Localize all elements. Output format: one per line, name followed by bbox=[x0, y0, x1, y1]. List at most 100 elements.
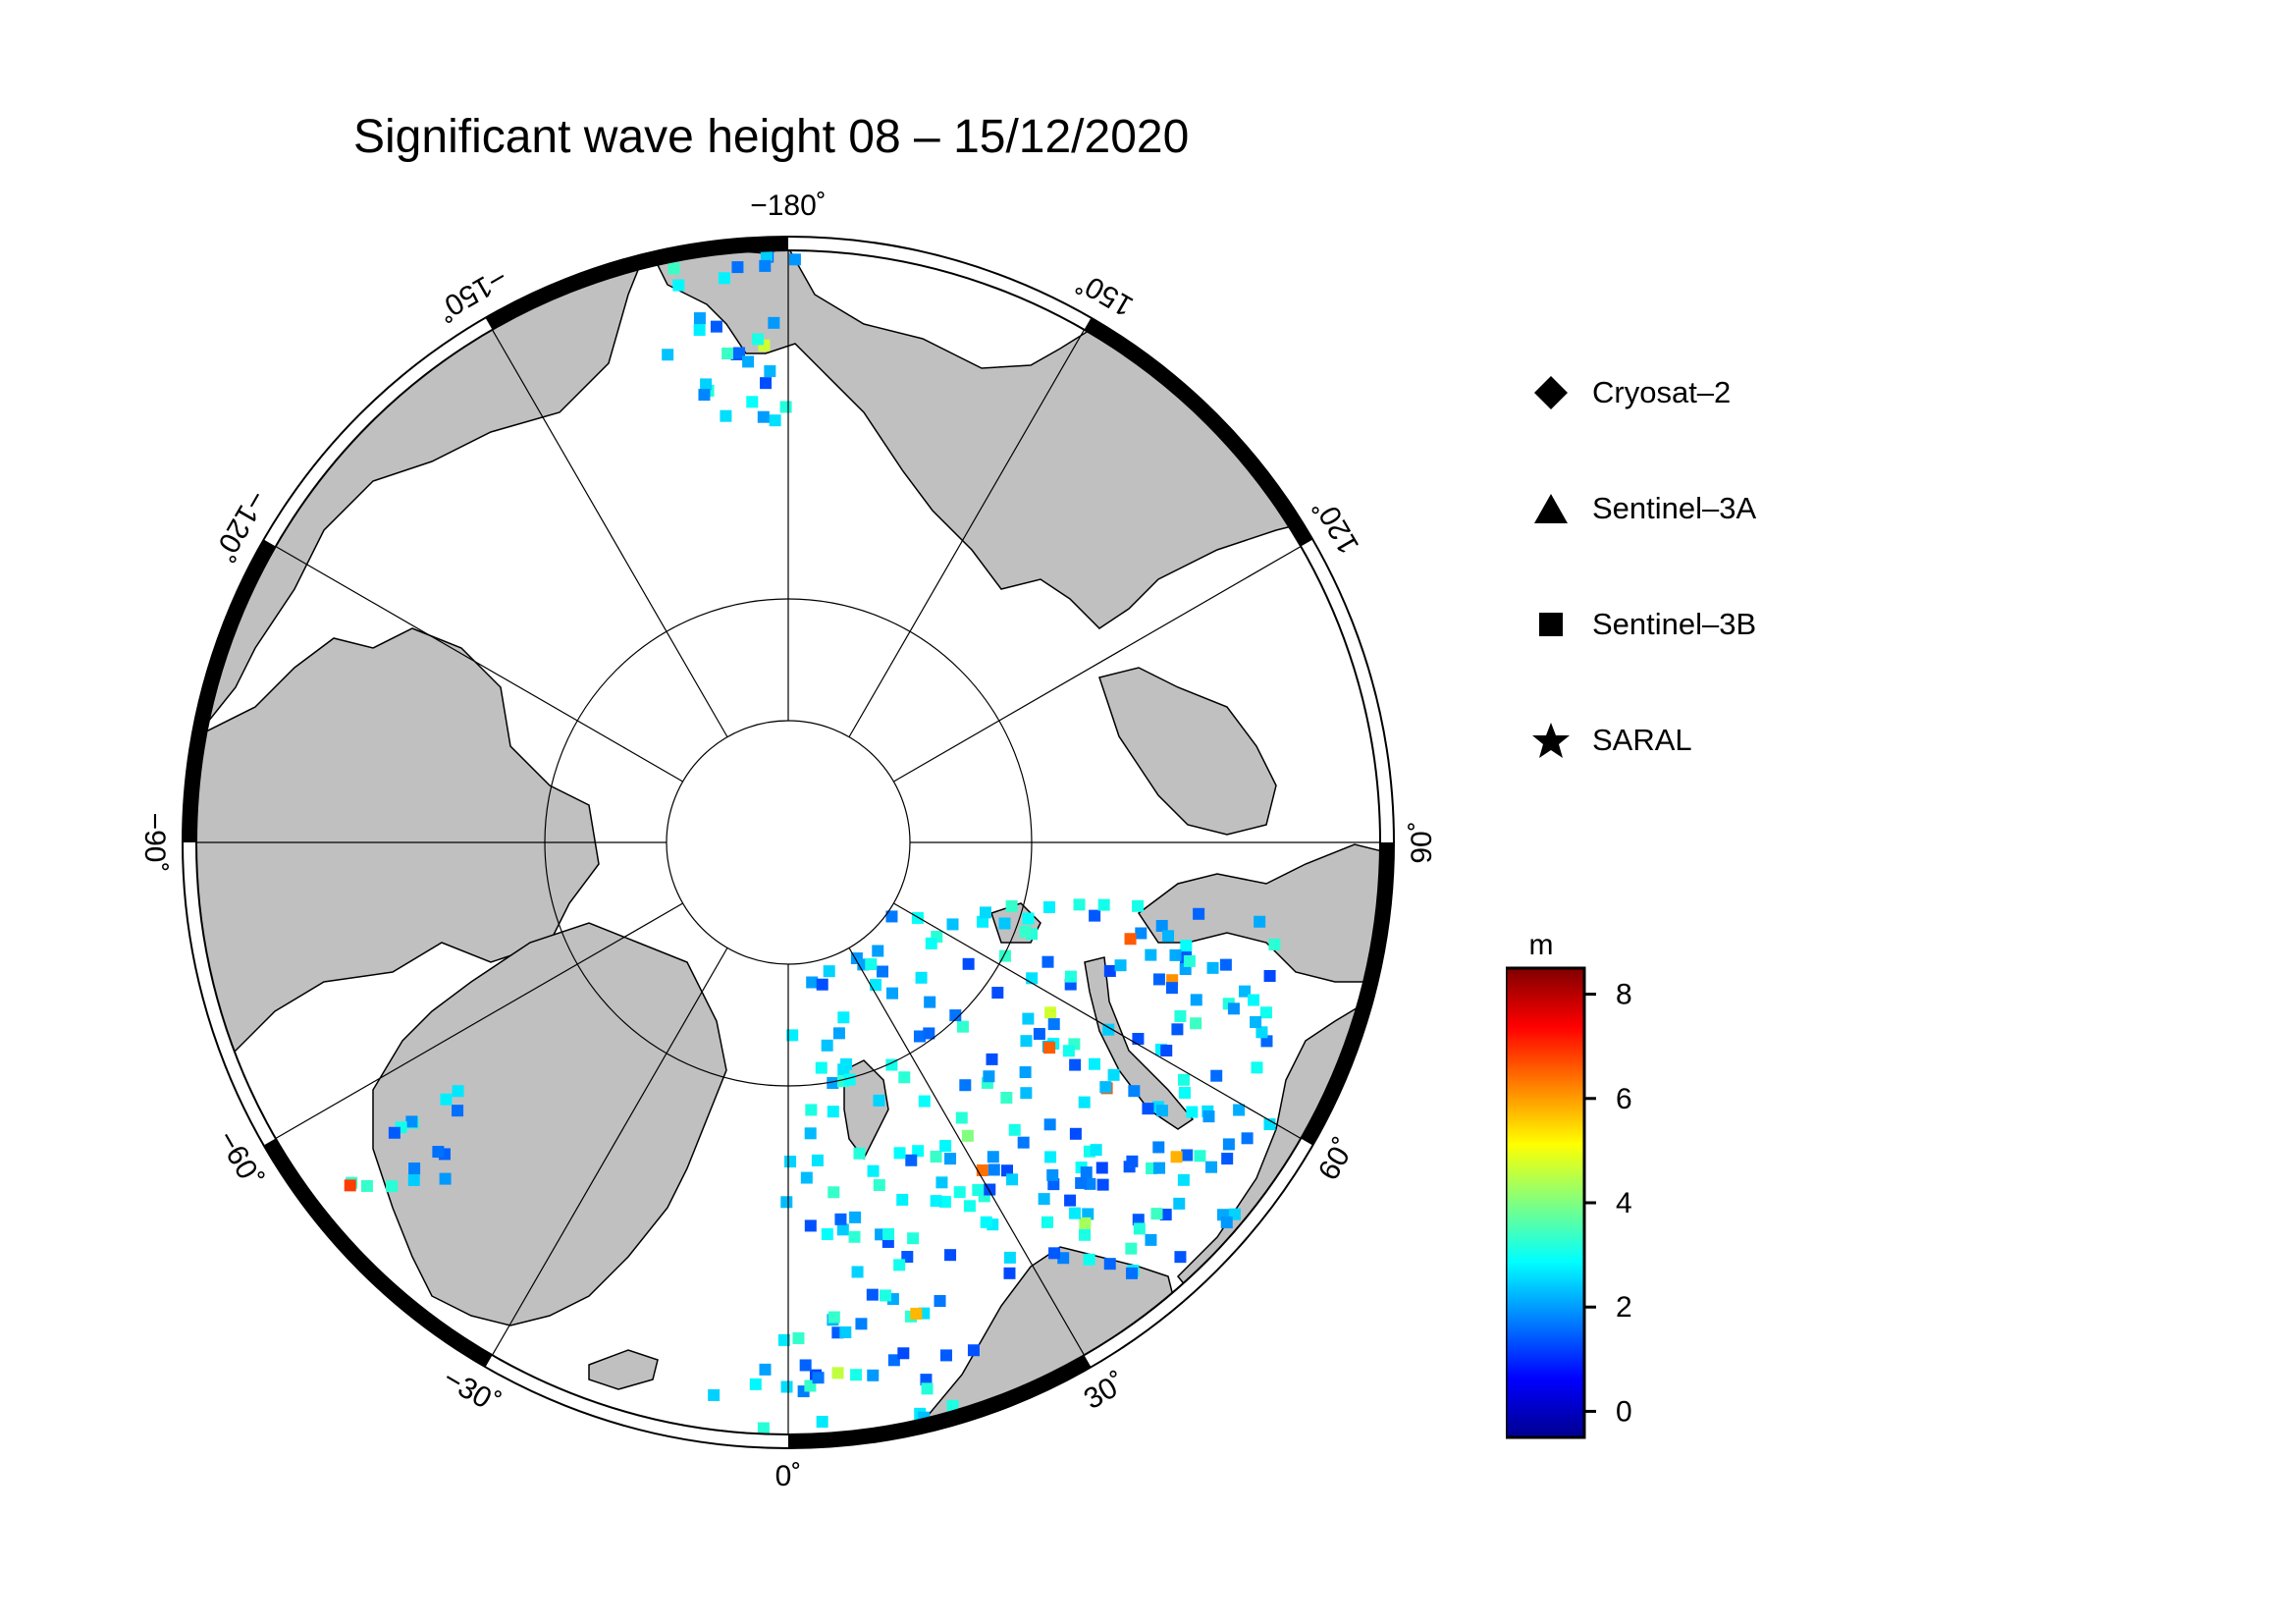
observation-mark bbox=[832, 1027, 845, 1040]
observation-mark bbox=[866, 1288, 879, 1301]
observation-mark bbox=[1089, 909, 1101, 922]
observation-mark bbox=[1064, 1194, 1077, 1207]
observation-mark bbox=[693, 312, 706, 325]
observation-mark bbox=[956, 1020, 969, 1033]
meridian-lines bbox=[196, 250, 1380, 1434]
observation-mark bbox=[1019, 1066, 1032, 1079]
colorbar-gradient bbox=[1506, 966, 1586, 1439]
observation-mark bbox=[946, 1399, 959, 1412]
observation-mark bbox=[1173, 1197, 1186, 1210]
observation-mark bbox=[742, 355, 755, 368]
observation-mark bbox=[1103, 1258, 1116, 1271]
longitude-label: 120˚ bbox=[1308, 492, 1366, 560]
observation-mark bbox=[408, 1162, 421, 1174]
observation-mark bbox=[1169, 948, 1182, 961]
observation-mark bbox=[1248, 994, 1260, 1006]
colorbar-tick-label: 4 bbox=[1616, 1187, 1632, 1219]
observation-mark bbox=[1057, 1252, 1070, 1265]
observation-mark bbox=[983, 1070, 995, 1083]
legend-label: Cryosat–2 bbox=[1592, 375, 1732, 409]
observation-mark bbox=[1190, 1017, 1202, 1030]
observation-mark bbox=[1047, 1018, 1060, 1031]
observation-mark bbox=[708, 1388, 721, 1401]
observation-mark bbox=[1205, 1161, 1218, 1173]
observation-mark bbox=[746, 396, 759, 408]
colorbar-tick-label: 6 bbox=[1616, 1083, 1632, 1115]
observation-mark bbox=[988, 1163, 1000, 1176]
observation-mark bbox=[855, 1318, 868, 1330]
observation-mark bbox=[786, 1029, 799, 1042]
landmass-siberia-right bbox=[1137, 843, 1380, 983]
observation-mark bbox=[918, 1095, 931, 1108]
landmass-iceland bbox=[588, 1349, 659, 1390]
observation-mark bbox=[1042, 900, 1055, 913]
polar-map: −180˚150˚120˚90˚60˚30˚0˚−30˚−60˚−90˚−120… bbox=[138, 189, 1438, 1492]
observation-mark bbox=[911, 911, 924, 924]
observation-mark bbox=[1096, 1178, 1109, 1191]
observation-mark bbox=[1233, 1104, 1246, 1116]
observation-mark bbox=[1181, 1149, 1194, 1162]
observation-mark bbox=[907, 1232, 920, 1245]
observation-mark bbox=[760, 377, 773, 390]
observation-mark bbox=[887, 1354, 900, 1367]
observation-mark bbox=[944, 1153, 957, 1165]
observation-mark bbox=[1210, 1069, 1223, 1082]
observation-mark bbox=[980, 1216, 992, 1228]
frame-segment bbox=[263, 1138, 493, 1368]
observation-mark bbox=[998, 917, 1011, 930]
observation-mark bbox=[731, 261, 744, 274]
observation-mark bbox=[777, 1333, 790, 1346]
observation-mark bbox=[1038, 1193, 1050, 1206]
observation-mark bbox=[1043, 1042, 1056, 1055]
observation-mark bbox=[757, 1422, 770, 1434]
observation-mark bbox=[1022, 912, 1035, 925]
observation-mark bbox=[1152, 1141, 1165, 1154]
observation-mark bbox=[784, 1156, 797, 1168]
observation-mark bbox=[1079, 1217, 1092, 1229]
observation-mark bbox=[780, 1380, 793, 1393]
observation-mark bbox=[1043, 1118, 1056, 1131]
observation-mark bbox=[944, 1249, 957, 1262]
frame-segment bbox=[1301, 841, 1394, 1146]
legend-item-sentinel-3b: Sentinel–3B bbox=[1531, 605, 1756, 644]
observation-mark bbox=[849, 1211, 862, 1223]
observation-mark bbox=[1102, 1023, 1115, 1036]
observation-mark bbox=[955, 1111, 968, 1124]
observation-mark bbox=[816, 1416, 828, 1429]
observation-mark bbox=[850, 1369, 863, 1381]
observation-mark bbox=[1124, 933, 1137, 946]
observation-mark bbox=[1022, 1012, 1035, 1025]
legend-label: Sentinel–3B bbox=[1592, 607, 1757, 641]
observation-mark bbox=[1079, 1228, 1092, 1241]
observation-mark bbox=[768, 316, 780, 329]
observation-mark bbox=[1145, 948, 1157, 961]
observation-mark bbox=[710, 320, 722, 333]
observation-mark bbox=[867, 1369, 880, 1381]
observation-mark bbox=[1044, 1006, 1057, 1019]
observation-mark bbox=[1220, 1217, 1233, 1229]
observation-mark bbox=[976, 1163, 988, 1176]
observation-mark bbox=[1017, 1136, 1030, 1149]
observation-mark bbox=[815, 1061, 828, 1074]
observation-mark bbox=[388, 1126, 400, 1139]
observation-mark bbox=[1019, 925, 1032, 938]
observation-mark bbox=[1222, 1138, 1235, 1151]
legend-item-saral: SARAL bbox=[1531, 721, 1692, 760]
observation-mark bbox=[1041, 955, 1054, 968]
observation-mark bbox=[1107, 1068, 1120, 1081]
observation-mark bbox=[779, 401, 792, 413]
observation-mark bbox=[1202, 1110, 1215, 1123]
observation-mark bbox=[1135, 927, 1148, 940]
observation-mark bbox=[1008, 1123, 1021, 1136]
frame-segment bbox=[485, 237, 789, 330]
observation-mark bbox=[804, 1219, 817, 1232]
observation-mark bbox=[1183, 954, 1196, 967]
observation-mark bbox=[1178, 1086, 1191, 1099]
observation-mark bbox=[905, 1154, 918, 1166]
observation-mark bbox=[872, 945, 884, 957]
triangle-icon bbox=[1534, 494, 1568, 523]
observation-mark bbox=[893, 1147, 906, 1160]
observation-mark bbox=[1114, 959, 1127, 972]
colorbar-tick-label: 8 bbox=[1616, 979, 1632, 1011]
observation-mark bbox=[693, 324, 706, 337]
